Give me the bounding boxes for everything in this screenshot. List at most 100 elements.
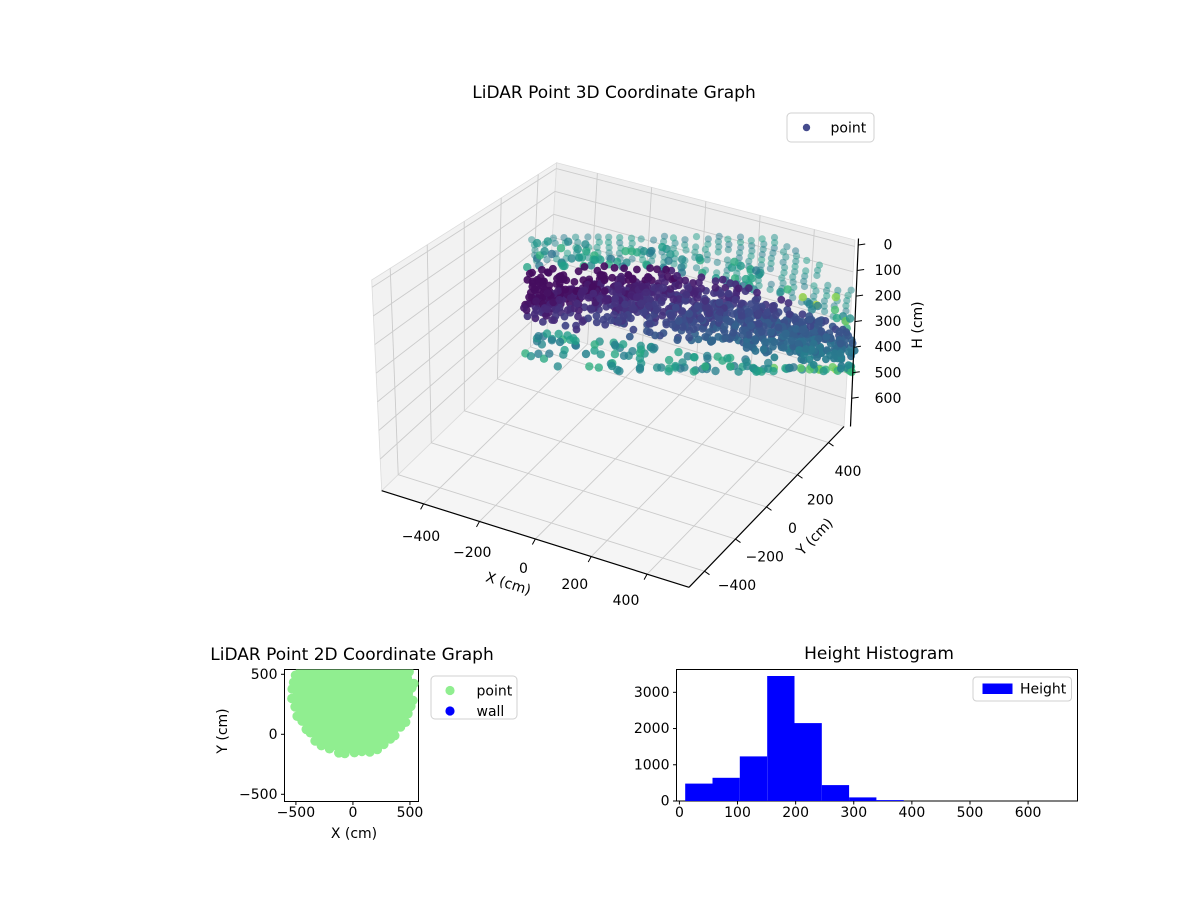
tick-mark	[766, 506, 772, 511]
scatter-point	[596, 255, 605, 264]
scatter-point	[539, 318, 547, 326]
scatter-point	[349, 747, 360, 758]
scatter-point	[349, 620, 359, 630]
scatter-point	[600, 262, 609, 271]
gridline	[377, 259, 552, 403]
scatter-point	[711, 366, 720, 376]
scatter-point	[664, 355, 674, 365]
plot3d-panes	[371, 161, 856, 588]
histogram-bar	[849, 797, 877, 801]
scatter-point	[642, 288, 651, 297]
scatter-point	[685, 333, 693, 342]
scatter-point	[703, 256, 711, 264]
scatter-point	[757, 261, 766, 269]
scatter-point	[824, 281, 832, 289]
scatter-point	[831, 292, 840, 302]
scatter-point	[713, 352, 722, 361]
scatter-point	[605, 249, 613, 257]
histogram: 0 100 200 300 400 500 600 0 1000 2000 3000 Height …	[634, 644, 1078, 821]
scatter-point	[695, 253, 704, 263]
scatter-point	[334, 748, 344, 758]
tick-mark	[531, 538, 536, 545]
y-tick-label: 0	[661, 794, 670, 810]
scatter-point	[708, 337, 717, 345]
scatter-point	[570, 278, 579, 286]
gridline	[379, 305, 549, 460]
scatter-point	[311, 634, 321, 644]
scatter-point	[767, 280, 775, 288]
histogram-bar	[794, 723, 822, 801]
scatter-point	[806, 322, 815, 330]
tick-mark	[852, 371, 860, 374]
scatter-point	[704, 240, 712, 248]
scatter-point	[759, 245, 767, 253]
scatter-point	[635, 363, 645, 373]
tick-mark	[854, 320, 863, 323]
scatter-point	[572, 233, 580, 241]
scatter-point	[619, 351, 629, 360]
scatter-point	[619, 312, 628, 321]
scatter-point	[787, 336, 796, 345]
scatter-point	[714, 333, 723, 341]
scatter-point	[776, 287, 785, 297]
scatter-point	[836, 349, 845, 358]
scatter-point	[646, 264, 654, 272]
scatter-point	[726, 279, 735, 288]
scatter-point	[629, 304, 637, 312]
scatter-point	[627, 234, 636, 242]
legend-height-swatch-icon	[982, 683, 1013, 694]
scatter-point	[796, 363, 805, 373]
gridline	[556, 168, 855, 247]
scatter-point	[815, 317, 824, 325]
scatter-point	[639, 308, 648, 317]
scatter-point	[610, 340, 620, 349]
scatter-point	[561, 285, 570, 294]
scatter-point	[603, 313, 612, 321]
scatter-point	[681, 276, 690, 285]
y-tick-label: −200	[746, 550, 784, 566]
gridline	[375, 236, 553, 374]
scatter-point	[844, 291, 852, 299]
scatter-point	[694, 335, 703, 344]
scatter-point	[803, 256, 811, 265]
scatter-point	[751, 335, 759, 344]
scatter-point	[726, 303, 735, 312]
scatter-point	[665, 364, 674, 373]
scatter-point	[847, 286, 855, 294]
scatter-point	[744, 330, 753, 339]
scatter-point	[723, 256, 732, 264]
scatter-point	[559, 350, 568, 359]
scatter-point	[785, 310, 794, 318]
scatter-point	[674, 281, 683, 290]
scatter-point	[673, 272, 681, 280]
scatter-point	[523, 263, 532, 272]
scatter-point	[792, 325, 801, 333]
scatter-point	[605, 233, 613, 241]
scatter-point	[628, 347, 637, 356]
scatter-point	[528, 268, 536, 277]
scatter-point	[681, 236, 689, 244]
scatter-point	[784, 363, 794, 373]
x-tick-label: −500	[277, 805, 315, 821]
scatter-point	[610, 350, 620, 359]
scatter-point	[848, 339, 857, 348]
scatter-point	[681, 241, 689, 249]
gridline	[426, 244, 432, 443]
legend-point-marker-icon	[802, 123, 811, 132]
scatter-point	[722, 315, 731, 324]
scatter-point	[783, 243, 791, 251]
scatter-point	[823, 292, 831, 300]
scatter-point	[795, 346, 803, 354]
plot3d-legend: point	[786, 112, 875, 143]
scatter-point	[584, 233, 592, 241]
scatter-point	[701, 296, 710, 305]
scatter-point	[737, 243, 745, 252]
scatter-point	[675, 295, 683, 303]
scatter-point	[658, 242, 667, 252]
scatter-point	[741, 274, 751, 284]
scatter-point	[549, 298, 558, 307]
scatter-point	[657, 363, 666, 372]
scatter-point	[662, 320, 671, 329]
scatter-point	[617, 275, 625, 283]
scatter-point	[531, 246, 539, 254]
